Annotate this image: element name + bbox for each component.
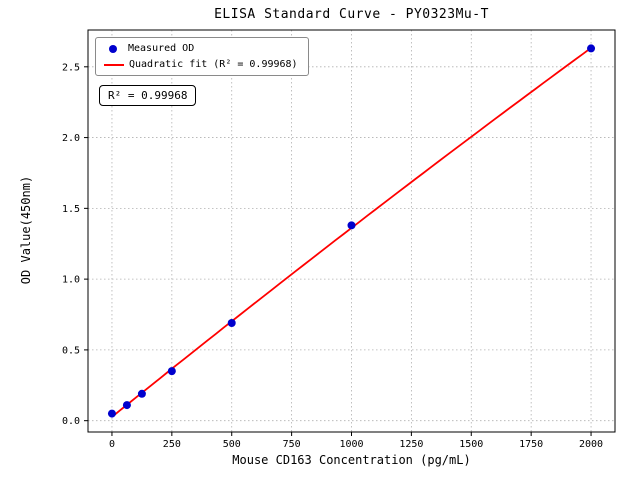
fit-line-icon: [104, 63, 124, 66]
y-tick-label: 2.0: [62, 133, 80, 144]
data-point: [227, 319, 236, 328]
data-point: [587, 44, 596, 53]
r-squared-annotation: R² = 0.99968: [99, 85, 197, 106]
x-tick-label: 250: [163, 439, 181, 450]
data-point: [347, 221, 356, 230]
x-tick-label: 750: [283, 439, 301, 450]
data-point: [122, 401, 131, 410]
legend-label-measured-od: Measured OD: [128, 43, 195, 54]
x-tick-label: 1500: [459, 439, 483, 450]
data-point: [137, 389, 146, 398]
legend-label-quadratic-fit: Quadratic fit (R² = 0.99968): [129, 59, 298, 70]
y-tick-label: 0.5: [62, 345, 80, 356]
y-tick-label: 2.5: [62, 62, 80, 73]
x-tick-label: 0: [109, 439, 115, 450]
x-tick-label: 1250: [399, 439, 423, 450]
x-axis-label: Mouse CD163 Concentration (pg/mL): [232, 453, 471, 467]
x-tick-label: 1750: [519, 439, 543, 450]
y-tick-label: 1.5: [62, 204, 80, 215]
legend-item-quadratic-fit: Quadratic fit (R² = 0.99968): [104, 59, 298, 70]
axes-frame: [87, 29, 616, 433]
y-tick-label: 1.0: [62, 275, 80, 286]
data-point: [107, 409, 116, 418]
x-tick-label: 2000: [579, 439, 603, 450]
y-tick-label: 0.0: [62, 416, 80, 427]
legend-item-measured-od: Measured OD: [104, 43, 298, 54]
scatter-marker-icon: [109, 44, 117, 53]
x-tick-label: 500: [223, 439, 241, 450]
legend: Measured OD Quadratic fit (R² = 0.99968): [95, 37, 309, 76]
data-point: [167, 367, 176, 376]
chart-title: ELISA Standard Curve - PY0323Mu-T: [214, 7, 489, 22]
x-tick-label: 1000: [339, 439, 363, 450]
